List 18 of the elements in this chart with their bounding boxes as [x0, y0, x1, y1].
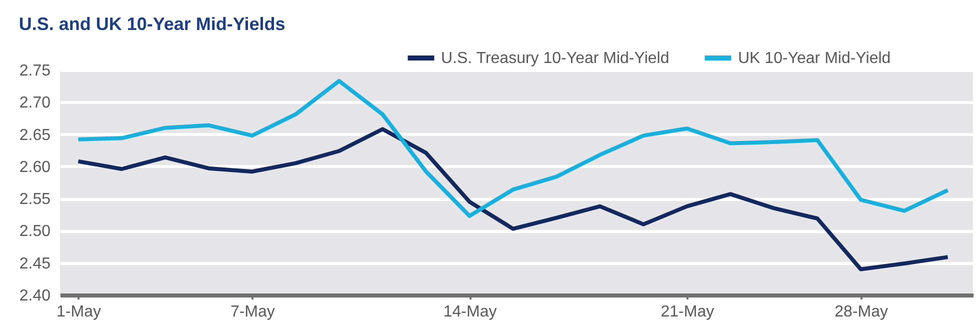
- y-tick-label: 2.55: [19, 191, 51, 208]
- x-tick-label: 7-May: [230, 304, 275, 320]
- y-tick-label: 2.45: [19, 255, 51, 272]
- x-tick-label: 1-May: [56, 304, 101, 320]
- y-tick-label: 2.40: [19, 288, 51, 304]
- x-tick-label: 14-May: [443, 304, 497, 320]
- chart-title: U.S. and UK 10-Year Mid-Yields: [18, 14, 286, 34]
- y-tick-label: 2.65: [19, 126, 51, 144]
- line-series: [76, 127, 950, 272]
- y-tick-label: 2.75: [19, 62, 51, 80]
- x-tick-label: 28-May: [834, 304, 888, 320]
- x-tick-label: 21-May: [660, 304, 714, 320]
- legend-label: UK 10-Year Mid-Yield: [738, 50, 891, 67]
- y-tick-label: 2.50: [19, 223, 51, 240]
- y-tick-label: 2.60: [19, 158, 51, 176]
- line-series: [76, 78, 950, 218]
- y-tick-label: 2.70: [19, 94, 51, 112]
- legend-label: U.S. Treasury 10-Year Mid-Yield: [441, 50, 670, 67]
